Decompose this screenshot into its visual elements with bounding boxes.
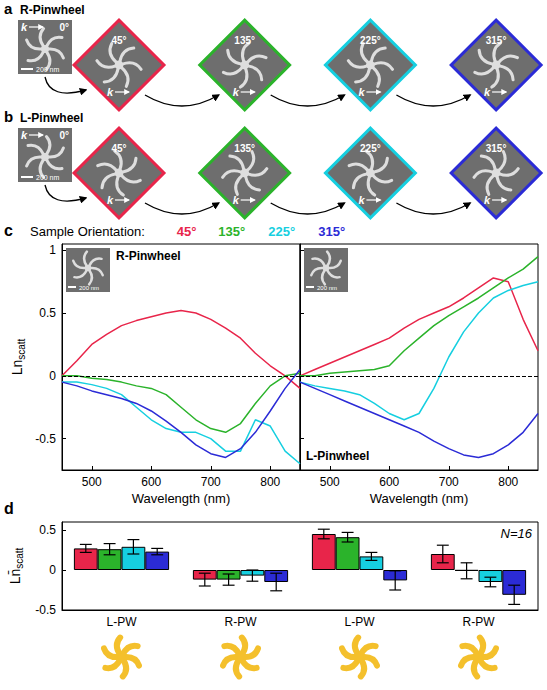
svg-text:Wavelength (nm): Wavelength (nm) xyxy=(370,491,469,506)
svg-text:135°: 135° xyxy=(234,143,255,154)
svg-text:-0.5: -0.5 xyxy=(35,603,56,617)
svg-text:Ln: Ln xyxy=(9,360,25,376)
svg-text:L-Pinwheel: L-Pinwheel xyxy=(306,449,369,463)
svg-text:k: k xyxy=(233,86,240,98)
svg-text:200 nm: 200 nm xyxy=(317,285,337,291)
svg-text:a: a xyxy=(4,0,13,17)
svg-text:700: 700 xyxy=(439,475,459,489)
svg-text:-0.5: -0.5 xyxy=(35,432,56,446)
svg-text:k: k xyxy=(233,194,240,206)
svg-text:b: b xyxy=(4,108,13,125)
svg-text:0°: 0° xyxy=(59,130,69,141)
svg-text:k: k xyxy=(107,86,114,98)
svg-text:k: k xyxy=(107,194,114,206)
svg-text:600: 600 xyxy=(141,475,161,489)
svg-text:N=16: N=16 xyxy=(501,526,533,541)
svg-text:800: 800 xyxy=(498,475,518,489)
svg-text:R-PW: R-PW xyxy=(225,615,258,629)
svg-text:k: k xyxy=(21,21,28,33)
svg-text:135°: 135° xyxy=(234,35,255,46)
svg-text:k: k xyxy=(358,194,365,206)
svg-text:Sample Orientation:: Sample Orientation: xyxy=(30,224,145,239)
svg-text:d: d xyxy=(4,500,14,517)
svg-text:225°: 225° xyxy=(360,35,381,46)
svg-text:800: 800 xyxy=(260,475,280,489)
svg-text:L-Pinwheel: L-Pinwheel xyxy=(20,111,83,125)
svg-text:k: k xyxy=(21,129,28,141)
svg-text:R-Pinwheel: R-Pinwheel xyxy=(20,3,85,17)
svg-text:k: k xyxy=(484,194,491,206)
svg-text:225°: 225° xyxy=(268,224,295,239)
svg-text:0: 0 xyxy=(49,369,56,383)
svg-text:200 nm: 200 nm xyxy=(36,174,60,181)
svg-text:k: k xyxy=(358,86,365,98)
svg-text:45°: 45° xyxy=(111,143,126,154)
svg-text:0°: 0° xyxy=(59,22,69,33)
svg-text:500: 500 xyxy=(320,475,340,489)
svg-text:200 nm: 200 nm xyxy=(36,66,60,73)
svg-text:600: 600 xyxy=(379,475,399,489)
svg-text:Ln̄: Ln̄ xyxy=(7,569,23,585)
svg-text:315°: 315° xyxy=(318,224,345,239)
svg-text:1: 1 xyxy=(49,243,56,257)
svg-text:scatt: scatt xyxy=(14,547,25,568)
svg-text:315°: 315° xyxy=(486,35,507,46)
svg-text:0.5: 0.5 xyxy=(39,523,56,537)
svg-text:R-PW: R-PW xyxy=(463,615,496,629)
svg-text:scatt: scatt xyxy=(16,338,27,359)
svg-text:135°: 135° xyxy=(218,224,245,239)
svg-text:k: k xyxy=(484,86,491,98)
svg-text:45°: 45° xyxy=(111,35,126,46)
svg-text:0: 0 xyxy=(49,563,56,577)
svg-text:200 nm: 200 nm xyxy=(79,285,99,291)
svg-text:315°: 315° xyxy=(486,143,507,154)
svg-text:Wavelength (nm): Wavelength (nm) xyxy=(132,491,231,506)
svg-text:500: 500 xyxy=(82,475,102,489)
svg-text:0.5: 0.5 xyxy=(39,306,56,320)
svg-text:45°: 45° xyxy=(177,224,197,239)
svg-text:L-PW: L-PW xyxy=(345,615,376,629)
svg-text:225°: 225° xyxy=(360,143,381,154)
svg-text:L-PW: L-PW xyxy=(107,615,138,629)
svg-text:700: 700 xyxy=(201,475,221,489)
svg-text:c: c xyxy=(4,222,13,239)
svg-text:R-Pinwheel: R-Pinwheel xyxy=(116,249,181,263)
